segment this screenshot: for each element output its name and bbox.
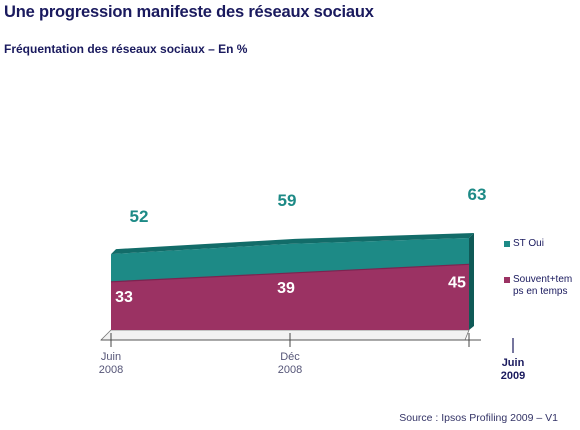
legend-item-souvent-swatch — [504, 277, 510, 283]
legend-item-st-oui-line-0: ST Oui — [513, 238, 544, 249]
x-tick-label-0: Juin 2008 — [99, 351, 123, 376]
x-tick-label-1: Déc 2008 — [278, 351, 302, 376]
page-title: Une progression manifeste des réseaux so… — [4, 3, 374, 21]
area-souvent-edge — [110, 263, 470, 283]
legend-item-st-oui-swatch — [504, 241, 510, 247]
area-souvent — [111, 264, 469, 330]
legend-item-st-oui-label: ST Oui — [513, 238, 544, 250]
data-label-souvent-2: 45 — [448, 274, 466, 291]
data-label-souvent-1: 39 — [277, 280, 295, 297]
area-side-face — [469, 233, 474, 330]
chart-floor — [100, 329, 470, 341]
legend-item-souvent-line-1: ps en temps — [513, 286, 568, 297]
source-note: Source : Ipsos Profiling 2009 – V1 — [399, 412, 558, 424]
data-label-st-oui-1: 59 — [278, 191, 297, 210]
chart-subtitle: Fréquentation des réseaux sociaux – En % — [4, 42, 248, 56]
data-label-st-oui-0: 52 — [130, 207, 149, 226]
data-label-st-oui-2: 63 — [468, 185, 487, 204]
legend-item-souvent-label: Souvent+tem ps en temps — [513, 274, 572, 298]
area-st-oui-top-edge — [111, 233, 474, 255]
data-label-souvent-0: 33 — [115, 289, 133, 306]
x-tick-label-2: Juin 2009 — [501, 357, 525, 382]
legend-item-souvent-line-0: Souvent+tem — [513, 274, 573, 285]
